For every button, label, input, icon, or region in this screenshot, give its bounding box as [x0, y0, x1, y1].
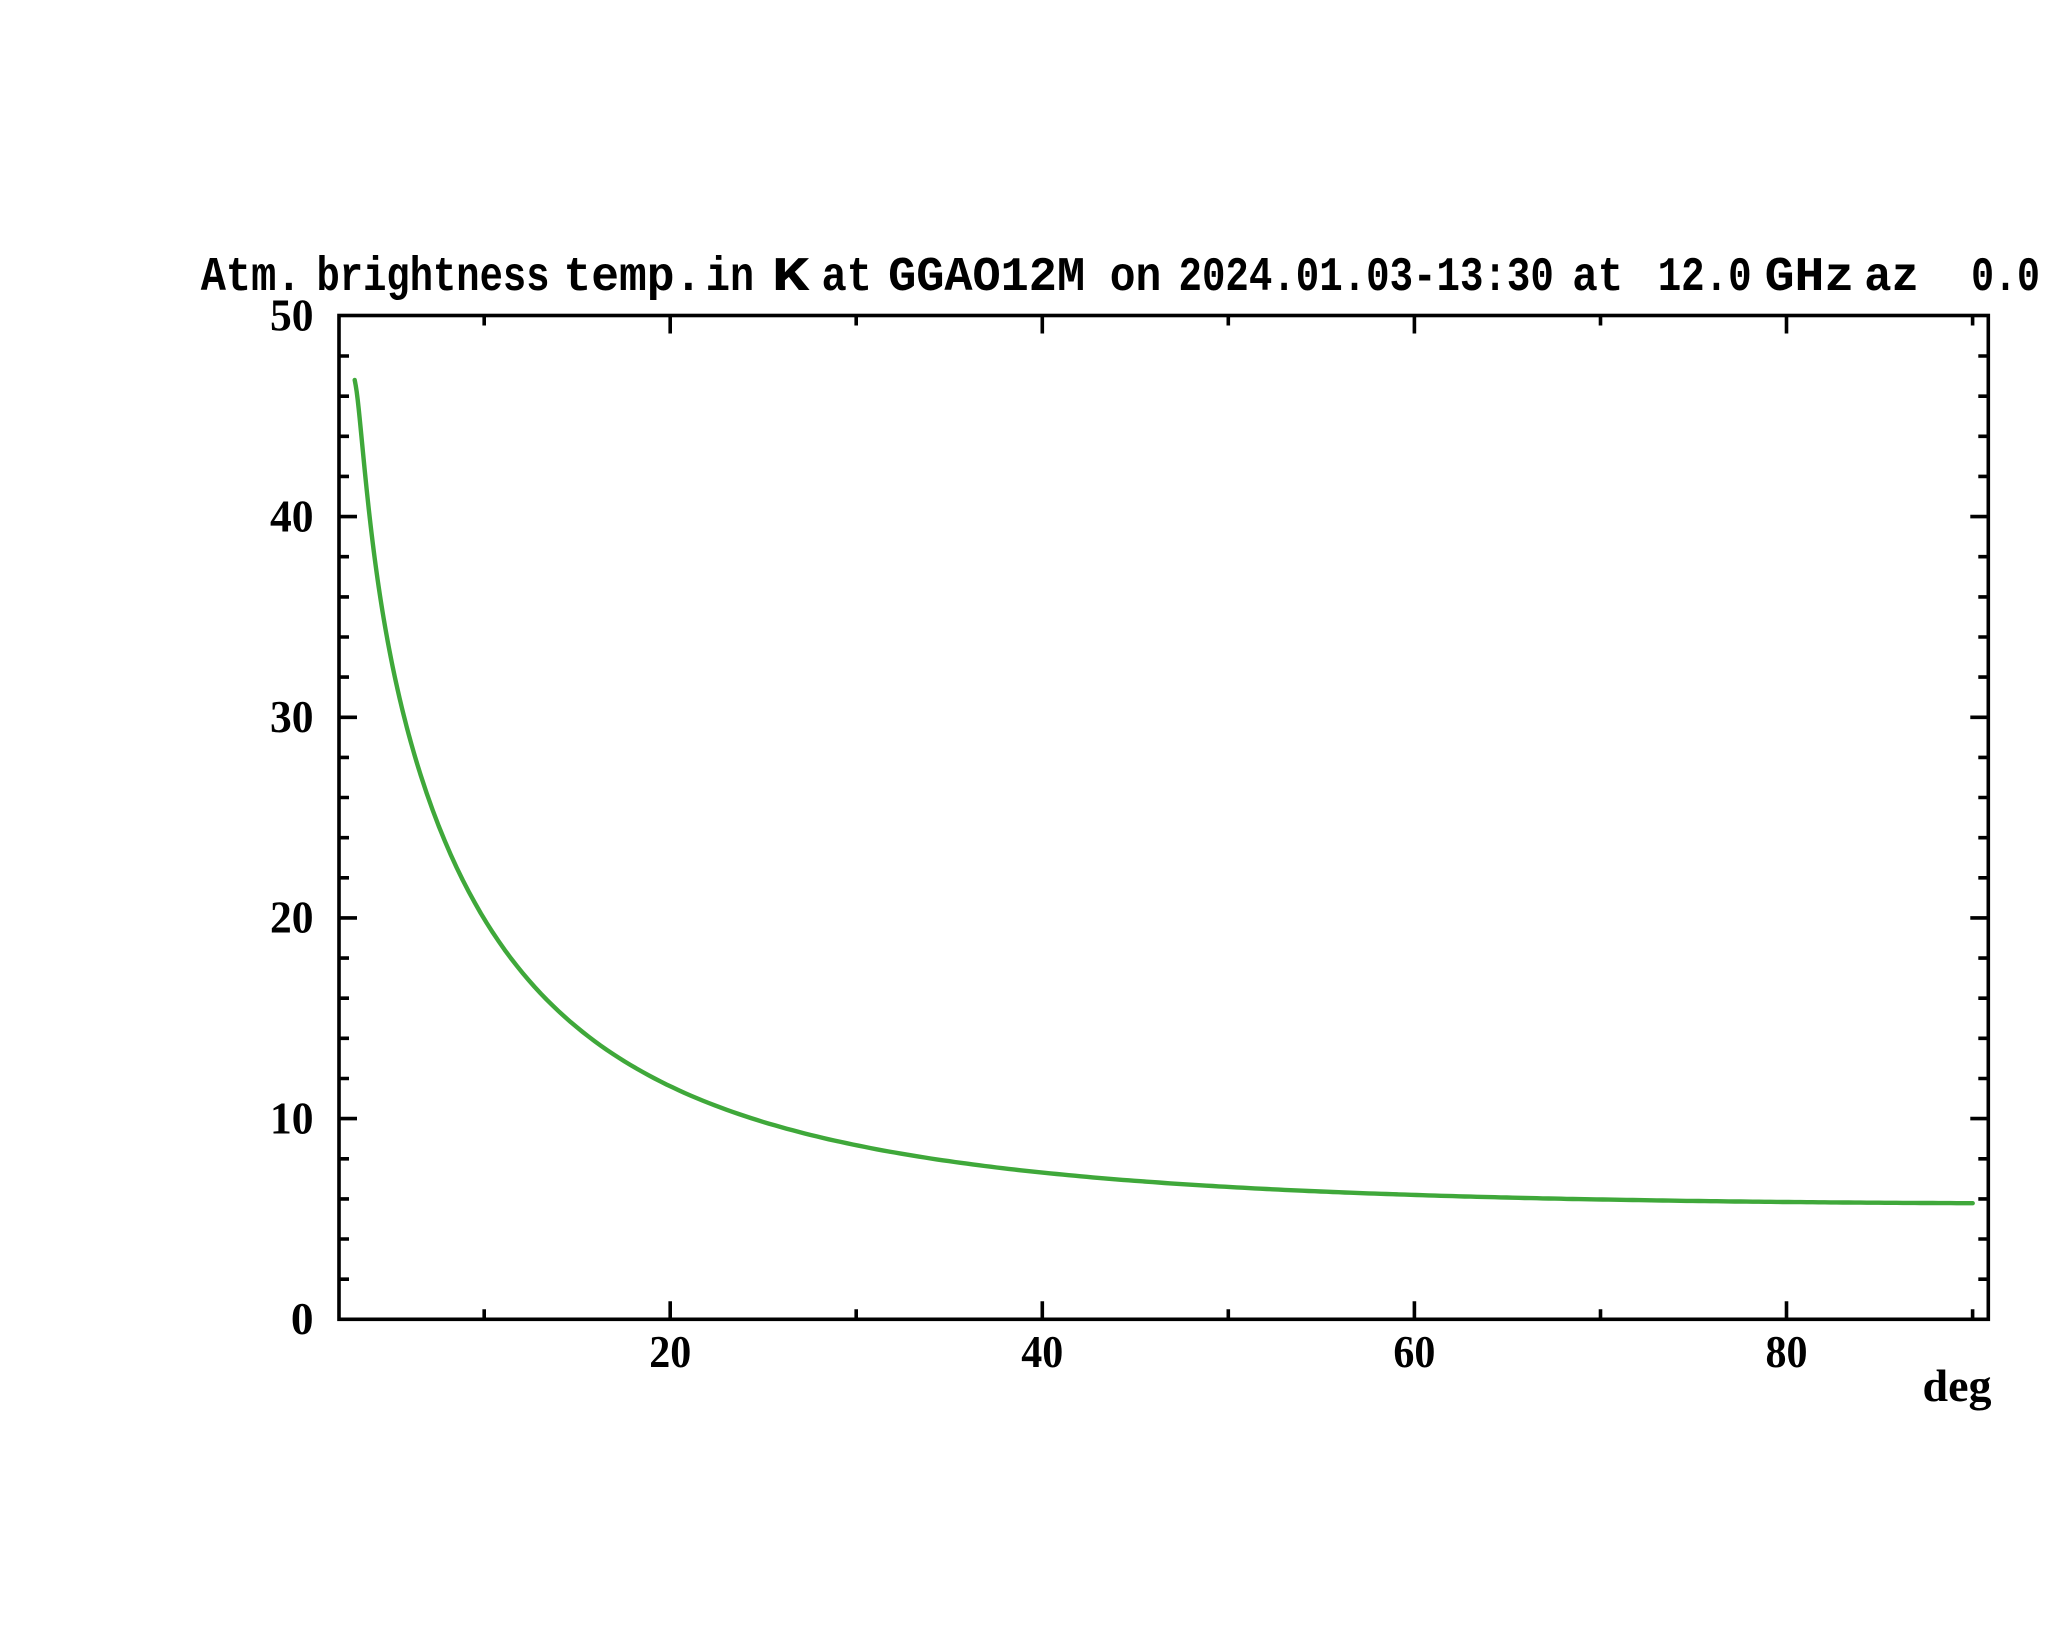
- svg-text:brightness: brightness: [317, 251, 550, 305]
- svg-text:60: 60: [1393, 1327, 1435, 1377]
- svg-text:10: 10: [270, 1093, 314, 1143]
- svg-text:on: on: [1110, 251, 1162, 305]
- svg-text:20: 20: [270, 893, 314, 943]
- svg-text:at: at: [822, 251, 872, 305]
- svg-text:az: az: [1864, 251, 1919, 305]
- svg-text:temp.: temp.: [564, 251, 703, 305]
- svg-text:0: 0: [291, 1294, 314, 1344]
- svg-text:K: K: [772, 251, 810, 305]
- svg-text:40: 40: [1021, 1327, 1063, 1377]
- svg-text:at: at: [1572, 251, 1623, 305]
- svg-text:80: 80: [1766, 1327, 1808, 1377]
- svg-text:in: in: [706, 251, 754, 305]
- svg-text:deg: deg: [1923, 1361, 1992, 1411]
- svg-text:20: 20: [649, 1327, 691, 1377]
- svg-text:0.0: 0.0: [1971, 251, 2040, 305]
- svg-text:Atm.: Atm.: [201, 251, 302, 305]
- svg-text:GHz: GHz: [1765, 251, 1855, 305]
- svg-text:50: 50: [270, 291, 314, 341]
- svg-text:GGAO12M: GGAO12M: [888, 251, 1085, 305]
- svg-text:40: 40: [270, 491, 314, 541]
- svg-text:30: 30: [270, 692, 314, 742]
- svg-text:2024.01.03-13:30: 2024.01.03-13:30: [1179, 251, 1554, 305]
- svg-text:12.0: 12.0: [1658, 251, 1752, 305]
